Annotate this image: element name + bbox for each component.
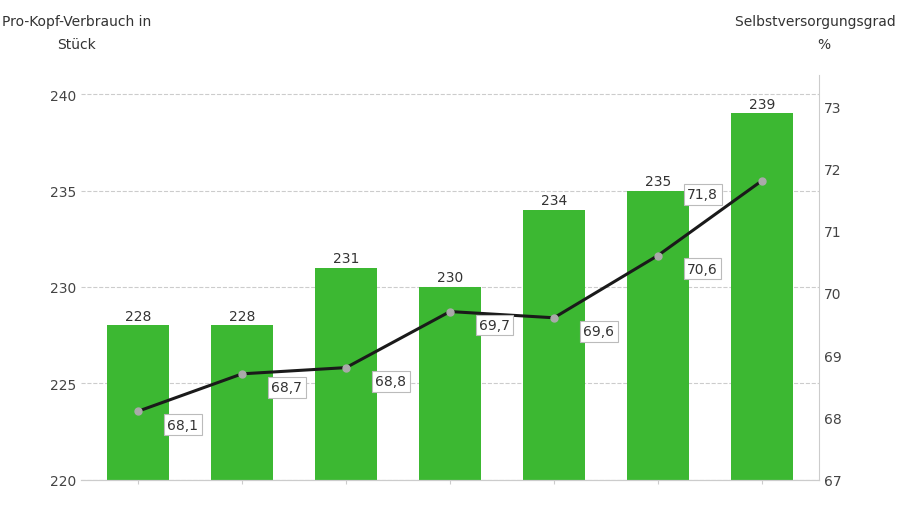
Text: %: % (817, 38, 830, 52)
Bar (523, 211, 585, 480)
Text: 231: 231 (333, 251, 359, 265)
Text: 230: 230 (436, 271, 464, 284)
Text: 68,8: 68,8 (375, 374, 406, 388)
Text: 68,1: 68,1 (167, 418, 198, 432)
Bar (107, 326, 169, 480)
Bar (626, 191, 689, 480)
Bar (211, 326, 274, 480)
Text: 228: 228 (125, 309, 151, 323)
Text: Stück: Stück (57, 38, 96, 52)
Bar (418, 287, 482, 480)
Text: 235: 235 (644, 174, 671, 188)
Bar (731, 114, 793, 480)
Text: 71,8: 71,8 (688, 188, 718, 202)
Text: Selbstversorgungsgrad in: Selbstversorgungsgrad in (734, 15, 900, 29)
Text: 70,6: 70,6 (687, 263, 717, 276)
Text: Pro-Kopf-Verbrauch in: Pro-Kopf-Verbrauch in (2, 15, 151, 29)
Text: 69,6: 69,6 (583, 325, 614, 338)
Bar (315, 268, 377, 480)
Text: 68,7: 68,7 (271, 380, 302, 394)
Text: 239: 239 (749, 97, 775, 111)
Text: 228: 228 (229, 309, 256, 323)
Text: 69,7: 69,7 (479, 318, 510, 332)
Text: 234: 234 (541, 193, 567, 208)
